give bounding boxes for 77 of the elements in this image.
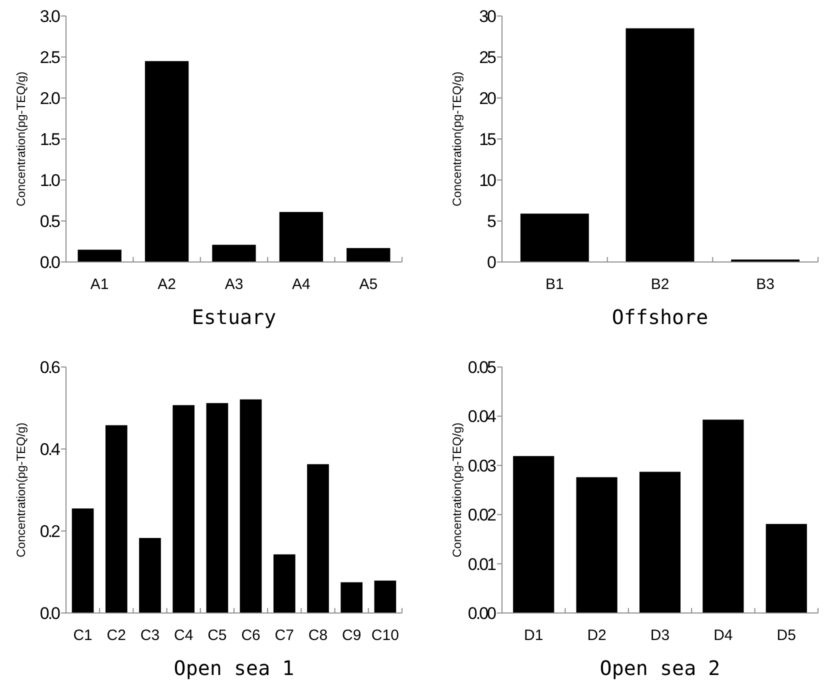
x-tick-label: C7	[274, 627, 294, 644]
y-tick-label: 20	[479, 88, 496, 108]
y-tick-label: 0.04	[468, 407, 496, 426]
x-tick-label: D2	[587, 627, 606, 644]
x-tick-label: C10	[371, 627, 399, 644]
bar	[513, 456, 554, 613]
x-tick-label: C5	[208, 627, 227, 644]
bar	[78, 250, 122, 262]
x-tick-label: A2	[158, 276, 176, 293]
y-tick-label: 1.0	[40, 170, 60, 190]
bar	[212, 244, 256, 262]
y-tick-label: 0.0	[40, 604, 60, 623]
bar	[139, 538, 161, 613]
x-axis-title: Open sea 1	[174, 656, 294, 680]
bar	[206, 403, 228, 613]
y-tick-label: 0.5	[40, 212, 60, 231]
bar	[702, 420, 744, 613]
bar	[639, 472, 681, 613]
x-tick-label: B1	[545, 276, 564, 293]
y-tick-label: 30	[479, 6, 496, 26]
bar	[520, 214, 589, 262]
y-tick-label: 3.0	[40, 6, 60, 26]
x-axis-title: Estuary	[192, 305, 276, 329]
x-tick-label: A4	[292, 276, 310, 293]
x-tick-label: D5	[776, 627, 796, 644]
x-tick-label: D1	[524, 627, 544, 644]
x-tick-label: C4	[174, 627, 194, 644]
bar	[346, 248, 390, 262]
bar	[72, 508, 94, 613]
bar	[273, 554, 296, 613]
x-tick-label: C2	[106, 627, 126, 644]
y-axis-title: Concentration(pg-TEQ/g)	[14, 72, 28, 206]
y-tick-label: 0	[487, 252, 496, 272]
x-tick-label: A1	[90, 276, 109, 293]
y-tick-label: 5	[487, 212, 496, 231]
bar	[626, 28, 694, 262]
x-tick-label: B2	[650, 276, 670, 293]
bar	[144, 61, 189, 262]
x-tick-label: D4	[714, 627, 733, 644]
y-tick-label: 15	[479, 130, 496, 149]
bar	[766, 524, 807, 613]
y-axis-title: Concentration(pg-TEQ/g)	[450, 72, 464, 206]
x-tick-label: B3	[756, 276, 775, 293]
y-tick-label: 0.02	[468, 506, 496, 525]
y-tick-label: 0.6	[40, 358, 60, 377]
x-tick-label: C8	[308, 627, 328, 644]
bar	[374, 580, 396, 613]
bar	[307, 464, 329, 613]
y-tick-label: 0.4	[40, 440, 60, 459]
x-tick-label: A3	[224, 276, 244, 293]
y-tick-label: 0.05	[468, 358, 496, 377]
x-tick-label: C9	[342, 627, 362, 644]
y-tick-label: 25	[479, 48, 496, 67]
bar	[576, 477, 618, 613]
bar	[240, 399, 262, 613]
x-tick-label: C6	[241, 627, 260, 644]
bar	[172, 405, 195, 613]
y-tick-label: 10	[479, 170, 496, 190]
x-tick-label: D3	[650, 627, 670, 644]
x-tick-label: C3	[140, 627, 160, 644]
bar	[340, 582, 363, 613]
x-axis-title: Open sea 2	[600, 656, 720, 680]
x-axis-title: Offshore	[612, 305, 708, 329]
y-tick-label: 0.03	[468, 456, 496, 476]
y-tick-label: 0.2	[40, 522, 60, 541]
bar	[105, 425, 128, 613]
y-tick-label: 0.0	[40, 252, 60, 272]
x-tick-label: A5	[359, 276, 378, 293]
y-tick-label: 2.0	[40, 88, 60, 108]
y-tick-label: 1.5	[40, 130, 60, 149]
y-axis-title: Concentration(pg-TEQ/g)	[450, 422, 464, 558]
y-tick-label: 0.01	[468, 554, 496, 574]
y-tick-label: 0.00	[468, 604, 496, 623]
y-axis-title: Concentration(pg-TEQ/g)	[14, 422, 28, 558]
y-tick-label: 2.5	[40, 48, 60, 67]
bar	[279, 212, 324, 262]
x-tick-label: C1	[73, 627, 92, 644]
